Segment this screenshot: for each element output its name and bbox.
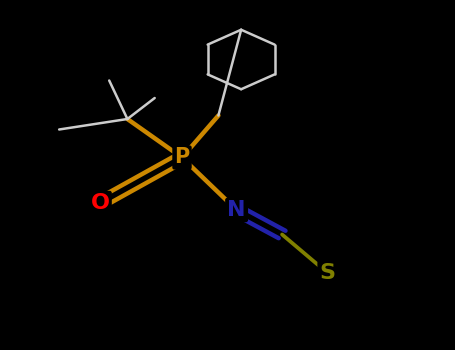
- Text: P: P: [174, 147, 190, 168]
- Text: S: S: [319, 263, 336, 283]
- Text: N: N: [228, 200, 246, 220]
- Text: O: O: [91, 193, 110, 213]
